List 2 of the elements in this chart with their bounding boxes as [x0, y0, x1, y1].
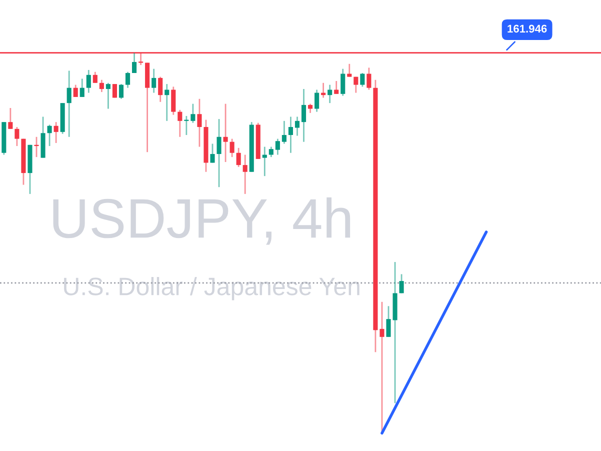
candlestick — [112, 83, 118, 98]
text: 161.946 — [508, 24, 547, 33]
